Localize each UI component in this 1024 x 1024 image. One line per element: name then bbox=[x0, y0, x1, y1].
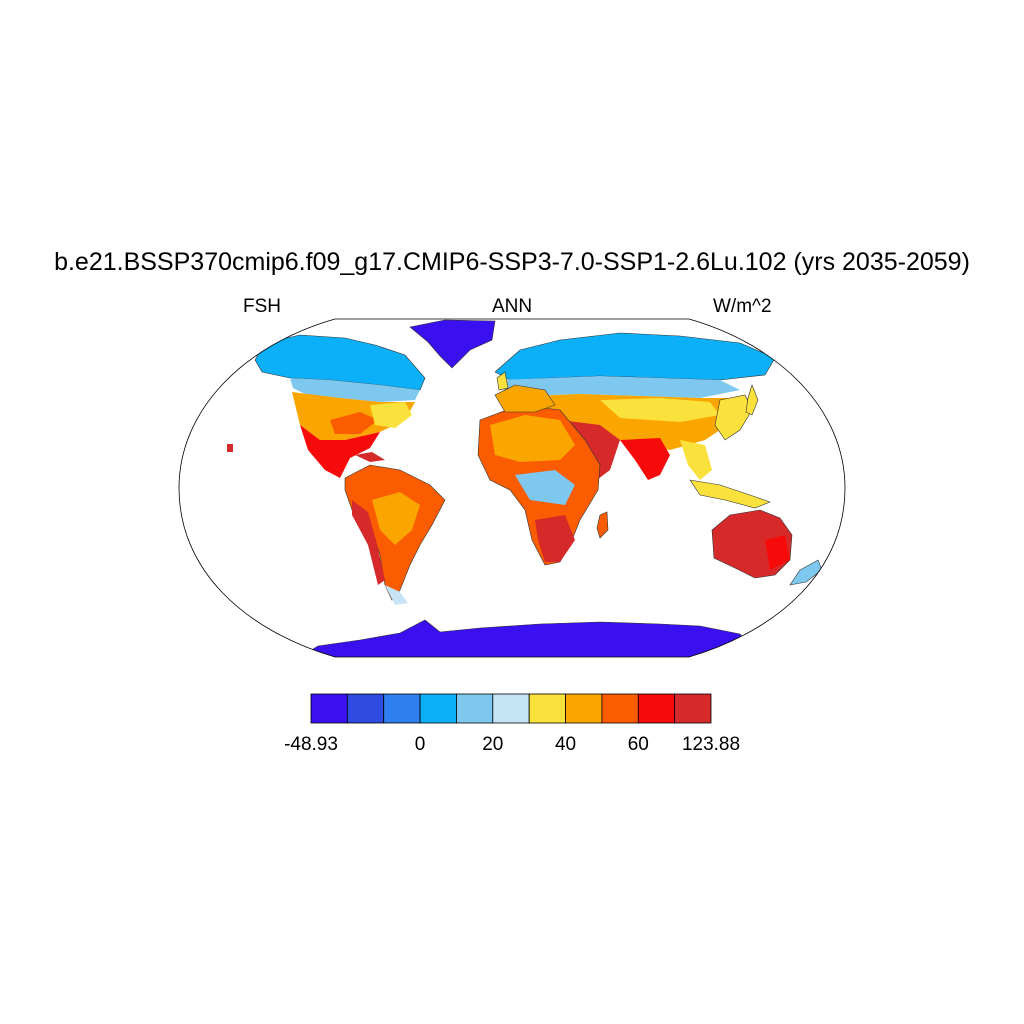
south-america-west bbox=[352, 500, 385, 585]
colorbar-swatch bbox=[637, 693, 676, 724]
north-america-south bbox=[300, 425, 380, 478]
hawaii-region bbox=[227, 444, 233, 452]
eurasia-east bbox=[714, 394, 753, 441]
colorbar-tick-label: 60 bbox=[627, 734, 649, 755]
north-america-patch bbox=[330, 412, 378, 434]
colorbar-tick-label: 123.88 bbox=[681, 734, 741, 755]
southeast-asia-region bbox=[680, 440, 712, 480]
japan-region bbox=[745, 384, 759, 416]
indonesia-region bbox=[689, 479, 771, 509]
north-america-east bbox=[370, 402, 412, 428]
colorbar-swatch bbox=[310, 693, 348, 724]
colorbar-swatch bbox=[419, 693, 457, 724]
colorbar-tick-label: 20 bbox=[482, 734, 504, 755]
eurasia-boreal bbox=[500, 376, 740, 398]
madagascar-region bbox=[596, 511, 609, 539]
season-label: ANN bbox=[491, 296, 533, 317]
eurasia-steppe bbox=[600, 398, 720, 422]
south-america-tip bbox=[385, 585, 408, 605]
south-america-core bbox=[372, 492, 420, 545]
units-label: W/m^2 bbox=[713, 296, 772, 317]
colorbar-swatch bbox=[456, 693, 494, 724]
africa-equatorial bbox=[515, 470, 575, 505]
colorbar-tick-label: 0 bbox=[414, 734, 426, 755]
antarctica-region bbox=[298, 619, 761, 657]
colorbar-swatch bbox=[383, 693, 421, 724]
eurasia-arctic bbox=[494, 332, 776, 381]
colorbar-tick-label: -48.93 bbox=[284, 734, 338, 755]
map-outline bbox=[178, 318, 846, 658]
colorbar-swatch bbox=[528, 693, 566, 724]
caribbean-region bbox=[355, 452, 385, 462]
variable-label: FSH bbox=[243, 296, 281, 317]
colorbar-swatch bbox=[492, 693, 530, 724]
new-zealand-region bbox=[789, 559, 823, 586]
plot-title: b.e21.BSSP370cmip6.f09_g17.CMIP6-SSP3-7.… bbox=[54, 248, 970, 276]
colorbar-swatch bbox=[601, 693, 639, 724]
india-region bbox=[620, 438, 670, 480]
africa-south bbox=[535, 515, 575, 562]
colorbar-swatch bbox=[565, 693, 603, 724]
colorbar-tick-label: 40 bbox=[554, 734, 577, 755]
colorbar-swatch bbox=[346, 693, 385, 724]
europe-region bbox=[494, 384, 556, 413]
greenland-region bbox=[409, 319, 496, 369]
british-isles-region bbox=[496, 371, 509, 391]
colorbar-swatch bbox=[674, 693, 712, 724]
australia-east bbox=[765, 535, 790, 570]
africa-sahara bbox=[490, 415, 575, 462]
